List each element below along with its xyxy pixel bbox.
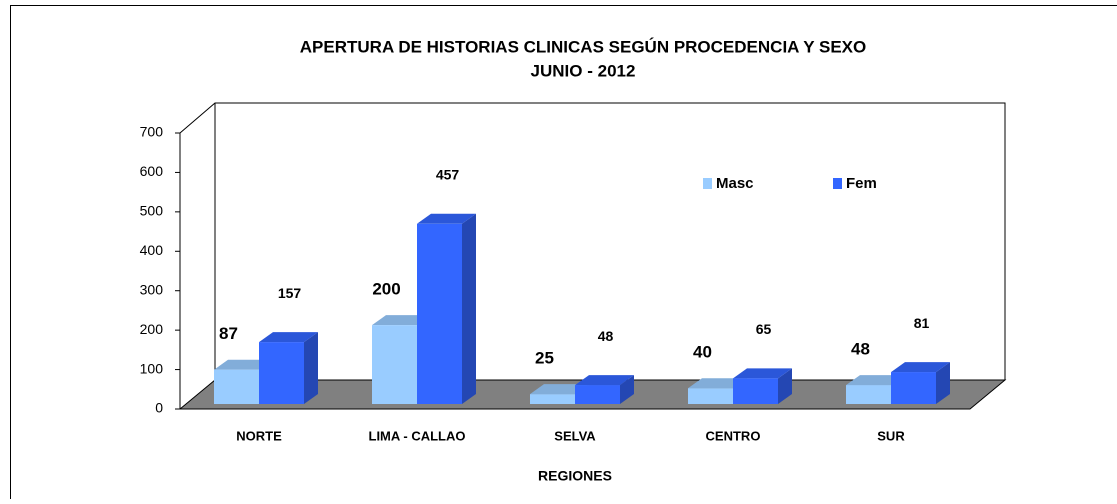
chart-title: APERTURA DE HISTORIAS CLINICAS SEGÚN PRO… [300, 37, 866, 56]
data-label: 457 [436, 167, 460, 183]
x-tick-label: SELVA [554, 428, 596, 443]
x-tick-label: LIMA - CALLAO [369, 428, 466, 443]
bar [846, 385, 891, 404]
y-tick-label: 400 [140, 242, 164, 258]
bar [891, 372, 936, 404]
y-tick-label: 100 [140, 360, 164, 376]
y-tick-label: 200 [140, 321, 164, 337]
x-axis-label: REGIONES [538, 468, 612, 484]
x-tick-label: NORTE [236, 428, 282, 443]
data-label: 87 [219, 324, 238, 343]
data-label: 157 [278, 285, 302, 301]
legend-swatch [833, 178, 842, 189]
y-tick-label: 700 [140, 124, 164, 140]
bar-side [462, 214, 476, 404]
bar [688, 388, 733, 404]
data-label: 200 [372, 280, 400, 299]
bar [530, 394, 575, 404]
bar-side [304, 332, 318, 404]
legend-label: Fem [846, 175, 877, 192]
data-label: 65 [756, 321, 772, 337]
bar [259, 342, 304, 404]
bar [417, 224, 462, 404]
legend-swatch [703, 178, 712, 189]
data-label: 48 [598, 328, 614, 344]
bar [575, 385, 620, 404]
data-label: 25 [535, 349, 554, 368]
legend-label: Masc [716, 175, 754, 192]
y-tick-label: 600 [140, 163, 164, 179]
x-tick-label: CENTRO [706, 428, 761, 443]
y-tick-label: 500 [140, 203, 164, 219]
data-label: 81 [914, 315, 930, 331]
x-tick-label: SUR [877, 428, 905, 443]
data-label: 40 [693, 343, 712, 362]
bar [733, 378, 778, 404]
data-label: 48 [851, 340, 870, 359]
bar [372, 325, 417, 404]
y-tick-label: 300 [140, 281, 164, 297]
bar [214, 370, 259, 404]
chart-subtitle: JUNIO - 2012 [531, 61, 636, 80]
y-tick-label: 0 [155, 400, 163, 416]
